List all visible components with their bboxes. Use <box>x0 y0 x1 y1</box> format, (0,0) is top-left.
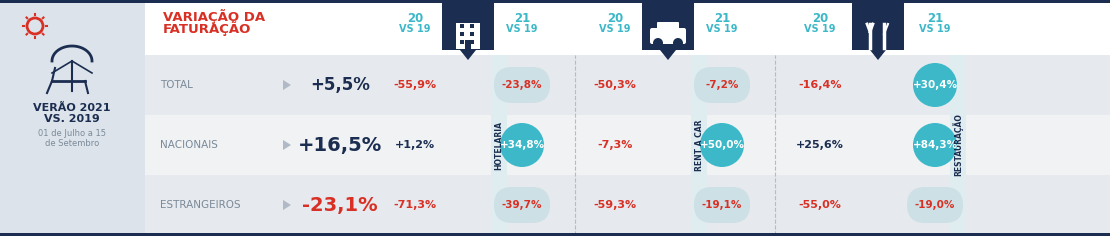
Bar <box>460 24 464 28</box>
Bar <box>460 40 464 44</box>
Text: 20: 20 <box>407 12 423 25</box>
Circle shape <box>914 63 957 107</box>
Bar <box>465 40 471 49</box>
Polygon shape <box>283 200 291 210</box>
Text: FATURAÇÃO: FATURAÇÃO <box>163 21 251 37</box>
Text: -71,3%: -71,3% <box>393 200 436 210</box>
Bar <box>950 55 966 235</box>
Text: VERÃO 2021: VERÃO 2021 <box>33 103 111 113</box>
Text: VARIAÇÃO DA: VARIAÇÃO DA <box>163 8 265 24</box>
Text: -55,0%: -55,0% <box>798 200 841 210</box>
FancyBboxPatch shape <box>494 67 549 103</box>
Bar <box>456 23 480 49</box>
Circle shape <box>673 38 683 48</box>
Text: VS 19: VS 19 <box>706 24 738 34</box>
Bar <box>442 2 494 50</box>
Text: VS 19: VS 19 <box>599 24 630 34</box>
Text: VS 19: VS 19 <box>919 24 951 34</box>
Text: RENT A CAR: RENT A CAR <box>695 119 704 171</box>
Text: 20: 20 <box>607 12 623 25</box>
Bar <box>470 40 474 44</box>
Bar <box>642 2 694 50</box>
Bar <box>0 0 145 236</box>
Text: -39,7%: -39,7% <box>502 200 543 210</box>
Text: VS 19: VS 19 <box>805 24 836 34</box>
Text: -55,9%: -55,9% <box>393 80 436 90</box>
Text: RESTAURAÇÃO: RESTAURAÇÃO <box>952 114 963 177</box>
Text: -23,1%: -23,1% <box>302 195 377 215</box>
Text: 01 de Julho a 15: 01 de Julho a 15 <box>38 128 105 138</box>
FancyBboxPatch shape <box>650 28 686 44</box>
Text: -59,3%: -59,3% <box>594 200 636 210</box>
Bar <box>460 32 464 36</box>
Text: +16,5%: +16,5% <box>297 135 382 155</box>
Circle shape <box>500 123 544 167</box>
Text: HOTELARIA: HOTELARIA <box>494 121 504 169</box>
Text: 20: 20 <box>811 12 828 25</box>
Polygon shape <box>870 50 886 60</box>
Text: 21: 21 <box>514 12 531 25</box>
Text: -19,0%: -19,0% <box>915 200 956 210</box>
Text: +1,2%: +1,2% <box>395 140 435 150</box>
Text: +5,5%: +5,5% <box>310 76 370 94</box>
Bar <box>692 55 707 235</box>
Text: -50,3%: -50,3% <box>594 80 636 90</box>
Text: -7,2%: -7,2% <box>705 80 738 90</box>
Text: ESTRANGEIROS: ESTRANGEIROS <box>160 200 241 210</box>
Circle shape <box>653 38 663 48</box>
Text: +34,8%: +34,8% <box>500 140 545 150</box>
Bar <box>491 55 507 235</box>
Text: -19,1%: -19,1% <box>702 200 743 210</box>
Text: -16,4%: -16,4% <box>798 80 841 90</box>
Text: +84,3%: +84,3% <box>912 140 958 150</box>
Circle shape <box>914 123 957 167</box>
Bar <box>852 2 904 50</box>
Text: de Setembro: de Setembro <box>44 139 99 148</box>
Text: +30,4%: +30,4% <box>912 80 958 90</box>
Text: VS 19: VS 19 <box>400 24 431 34</box>
Bar <box>470 24 474 28</box>
Text: 21: 21 <box>927 12 943 25</box>
Text: +50,0%: +50,0% <box>699 140 745 150</box>
Text: +25,6%: +25,6% <box>796 140 844 150</box>
Bar <box>0 0 1110 3</box>
Polygon shape <box>660 50 676 60</box>
Text: 21: 21 <box>714 12 730 25</box>
Text: -7,3%: -7,3% <box>597 140 633 150</box>
Polygon shape <box>460 50 476 60</box>
Bar <box>145 115 1110 175</box>
FancyBboxPatch shape <box>657 22 679 33</box>
Text: NACIONAIS: NACIONAIS <box>160 140 218 150</box>
Text: -23,8%: -23,8% <box>502 80 543 90</box>
FancyBboxPatch shape <box>494 187 549 223</box>
Text: VS 19: VS 19 <box>506 24 537 34</box>
Circle shape <box>700 123 744 167</box>
Bar <box>145 55 1110 115</box>
FancyBboxPatch shape <box>907 187 963 223</box>
Bar <box>145 175 1110 235</box>
FancyBboxPatch shape <box>694 67 750 103</box>
FancyBboxPatch shape <box>694 187 750 223</box>
Text: TOTAL: TOTAL <box>160 80 193 90</box>
Polygon shape <box>283 80 291 90</box>
Bar <box>470 32 474 36</box>
Bar <box>0 233 1110 236</box>
Polygon shape <box>283 140 291 150</box>
Text: VS. 2019: VS. 2019 <box>44 114 100 124</box>
